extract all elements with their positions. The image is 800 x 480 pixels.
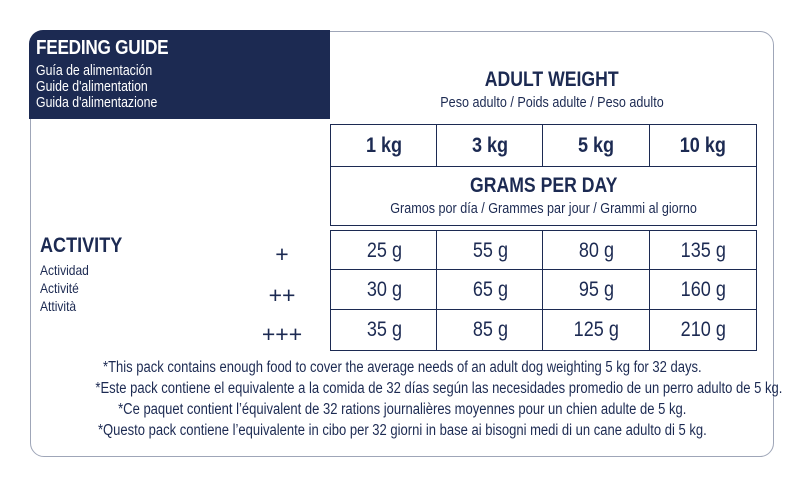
grams-value: 65 g: [472, 278, 508, 301]
activity-subtitle-es: Actividad: [40, 262, 89, 278]
grams-value: 35 g: [366, 318, 402, 341]
footnote-text: *Este pack contiene el equivalente a la …: [95, 380, 783, 397]
table-cell: 85 g: [436, 309, 544, 351]
grams-value: 125 g: [573, 318, 620, 341]
feeding-guide-frame: [30, 31, 774, 457]
table-cell: 65 g: [436, 269, 544, 311]
feeding-guide-subtitle-es: Guía de alimentación: [36, 62, 153, 79]
table-cell: 160 g: [649, 269, 757, 311]
adult-weight-subtitle: Peso adulto / Poids adulte / Peso adulto: [330, 94, 774, 111]
footnote-text: *This pack contains enough food to cover…: [102, 359, 702, 376]
footnote-en: *This pack contains enough food to cover…: [30, 359, 774, 377]
footnote-fr: *Ce paquet contient l’équivalent de 32 r…: [30, 401, 774, 419]
grams-value: 210 g: [680, 318, 726, 341]
grams-per-day-title: GRAMS PER DAY: [330, 174, 757, 198]
weight-cell-10kg: 10 kg: [649, 124, 757, 168]
table-cell: 30 g: [330, 269, 438, 311]
table-cell: 35 g: [330, 309, 438, 351]
feeding-guide-header: [29, 30, 330, 119]
footnote-text: *Ce paquet contient l’équivalent de 32 r…: [117, 401, 687, 418]
grams-value: 80 g: [578, 238, 615, 262]
activity-level-medium: ++: [268, 282, 296, 308]
footnote-text: *Questo pack contiene l’equivalente in c…: [97, 422, 707, 439]
weight-cell-5kg: 5 kg: [542, 124, 651, 168]
footnote-it: *Questo pack contiene l’equivalente in c…: [30, 422, 774, 440]
weight-cell-1kg: 1 kg: [330, 124, 438, 168]
grams-value: 95 g: [578, 278, 615, 301]
activity-subtitle-it: Attività: [40, 298, 77, 314]
grams-value: 160 g: [680, 278, 726, 301]
weight-label: 5 kg: [578, 134, 615, 157]
table-cell: 25 g: [330, 230, 438, 271]
table-cell: 80 g: [542, 230, 651, 271]
grams-value: 55 g: [472, 238, 508, 262]
weight-cell-3kg: 3 kg: [436, 124, 544, 168]
activity-title: ACTIVITY: [40, 234, 123, 257]
feeding-guide-subtitle-fr: Guide d'alimentation: [36, 78, 148, 95]
adult-weight-title: ADULT WEIGHT: [330, 68, 774, 92]
table-cell: 125 g: [542, 309, 651, 351]
adult-weight-subtitle-text: Peso adulto / Poids adulte / Peso adulto: [440, 94, 664, 111]
grams-per-day-subtitle: Gramos por día / Grammes par jour / Gram…: [330, 200, 757, 217]
weight-label: 1 kg: [365, 134, 403, 157]
grams-value: 85 g: [472, 318, 508, 341]
weight-label: 10 kg: [679, 134, 727, 157]
grams-value: 25 g: [366, 238, 402, 262]
table-cell: 135 g: [649, 230, 757, 271]
table-cell: 95 g: [542, 269, 651, 311]
grams-per-day-header: [330, 166, 757, 226]
table-cell: 55 g: [436, 230, 544, 271]
weight-label: 3 kg: [471, 134, 509, 157]
activity-subtitle-fr: Activité: [40, 280, 79, 296]
activity-level-low: +: [275, 241, 289, 267]
feeding-guide-title: FEEDING GUIDE: [36, 37, 169, 59]
grams-per-day-subtitle-text: Gramos por día / Grammes par jour / Gram…: [390, 200, 697, 217]
table-cell: 210 g: [649, 309, 757, 351]
grams-value: 30 g: [366, 278, 402, 301]
activity-level-high: +++: [261, 321, 303, 347]
adult-weight-title-text: ADULT WEIGHT: [485, 68, 619, 91]
grams-value: 135 g: [680, 238, 726, 262]
grams-per-day-title-text: GRAMS PER DAY: [469, 174, 618, 197]
footnote-es: *Este pack contiene el equivalente a la …: [30, 380, 782, 398]
feeding-guide-subtitle-it: Guida d'alimentazione: [36, 94, 158, 111]
